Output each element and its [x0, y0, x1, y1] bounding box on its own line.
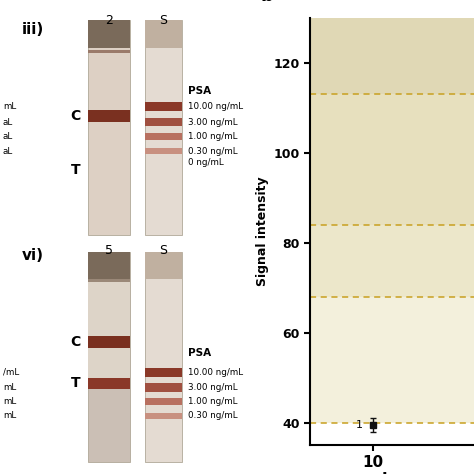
Text: mL: mL — [3, 102, 16, 111]
Text: iii): iii) — [22, 22, 44, 37]
Bar — [145, 20, 182, 48]
Text: aL: aL — [3, 118, 13, 127]
Bar — [88, 20, 130, 48]
Bar — [145, 367, 182, 377]
Bar — [145, 133, 182, 140]
Bar — [145, 118, 182, 127]
Text: 3.00 ng/mL: 3.00 ng/mL — [188, 118, 237, 127]
Text: 1.00 ng/mL: 1.00 ng/mL — [188, 132, 237, 141]
Text: 0.30 ng/mL: 0.30 ng/mL — [188, 146, 237, 155]
Bar — [88, 252, 130, 462]
Bar — [145, 252, 182, 279]
Text: T: T — [72, 164, 81, 177]
Bar — [310, 225, 474, 297]
Text: C: C — [71, 109, 81, 123]
Text: C: C — [71, 335, 81, 349]
Bar — [145, 383, 182, 392]
Text: aL: aL — [3, 146, 13, 155]
Text: S: S — [159, 244, 167, 257]
Bar — [145, 148, 182, 155]
Text: mL: mL — [3, 411, 16, 420]
Bar — [310, 18, 474, 94]
X-axis label: Lo: Lo — [382, 472, 402, 474]
Text: PSA: PSA — [188, 86, 211, 96]
Bar — [145, 102, 182, 111]
Text: T: T — [72, 376, 81, 391]
Bar — [145, 398, 182, 405]
Text: mL: mL — [3, 397, 16, 406]
Text: 5: 5 — [105, 244, 113, 257]
Text: PSA: PSA — [188, 348, 211, 358]
Text: 1.00 ng/mL: 1.00 ng/mL — [188, 397, 237, 406]
Y-axis label: Signal intensity: Signal intensity — [256, 177, 269, 286]
Bar — [145, 252, 182, 462]
Text: 1: 1 — [356, 420, 363, 430]
Text: S: S — [159, 14, 167, 27]
Bar — [310, 297, 474, 422]
Text: 0.30 ng/mL: 0.30 ng/mL — [188, 411, 237, 420]
Text: b: b — [261, 0, 273, 5]
Text: vi): vi) — [22, 248, 44, 263]
Bar — [88, 283, 130, 383]
Bar — [88, 20, 130, 235]
Text: 10.00 ng/mL: 10.00 ng/mL — [188, 368, 243, 377]
Bar — [88, 378, 130, 389]
Text: 10.00 ng/mL: 10.00 ng/mL — [188, 102, 243, 111]
Text: 3.00 ng/mL: 3.00 ng/mL — [188, 383, 237, 392]
Text: 0 ng/mL: 0 ng/mL — [188, 158, 224, 167]
Bar — [88, 50, 130, 54]
Text: 2: 2 — [105, 14, 113, 27]
Bar — [88, 252, 130, 279]
Bar — [145, 413, 182, 419]
Bar — [88, 279, 130, 282]
Text: mL: mL — [3, 383, 16, 392]
Bar — [310, 422, 474, 445]
Text: aL: aL — [3, 132, 13, 141]
Bar — [310, 94, 474, 225]
Bar — [145, 20, 182, 235]
Text: /mL: /mL — [3, 368, 19, 377]
Bar — [88, 336, 130, 347]
Bar — [88, 110, 130, 122]
